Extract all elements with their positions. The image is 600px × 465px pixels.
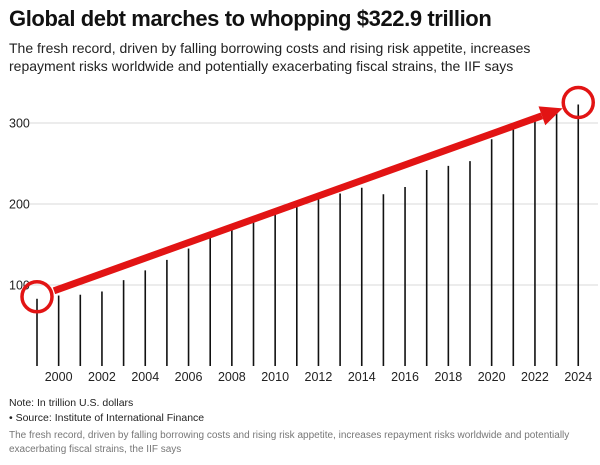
x-tick-label: 2020 bbox=[478, 370, 506, 383]
x-tick-label: 2022 bbox=[521, 370, 549, 383]
highlight-circle bbox=[561, 85, 595, 120]
highlight-circle bbox=[20, 280, 54, 314]
y-tick-label: 300 bbox=[9, 117, 30, 131]
x-tick-label: 2000 bbox=[45, 370, 73, 383]
y-tick-label: 200 bbox=[9, 198, 30, 212]
caption: The fresh record, driven by falling borr… bbox=[9, 430, 570, 455]
unit-note: Note: In trillion U.S. dollars bbox=[9, 397, 134, 409]
gridlines bbox=[30, 122, 598, 286]
trend-arrow-shaft bbox=[52, 112, 544, 295]
x-tick-label: 2010 bbox=[261, 370, 289, 383]
x-axis-tick-labels: 2000 2002 2004 2006 2008 2010 2012 2014 2016 2018… bbox=[45, 370, 592, 383]
x-tick-label: 2002 bbox=[88, 370, 116, 383]
x-tick-label: 2004 bbox=[131, 370, 159, 383]
x-tick-label: 2024 bbox=[564, 370, 592, 383]
annotations bbox=[20, 85, 595, 314]
x-tick-label: 2006 bbox=[175, 370, 203, 383]
x-tick-label: 2018 bbox=[434, 370, 462, 383]
bars bbox=[36, 104, 580, 366]
trend-arrow-head bbox=[538, 106, 563, 126]
chart-title: Global debt marches to whopping $322.9 t… bbox=[9, 6, 492, 31]
source-note: • Source: Institute of International Fin… bbox=[9, 412, 205, 424]
x-tick-label: 2012 bbox=[305, 370, 333, 383]
x-tick-label: 2016 bbox=[391, 370, 419, 383]
x-tick-label: 2014 bbox=[348, 370, 376, 383]
chart-subtitle: The fresh record, driven by falling borr… bbox=[9, 40, 531, 74]
x-tick-label: 2008 bbox=[218, 370, 246, 383]
